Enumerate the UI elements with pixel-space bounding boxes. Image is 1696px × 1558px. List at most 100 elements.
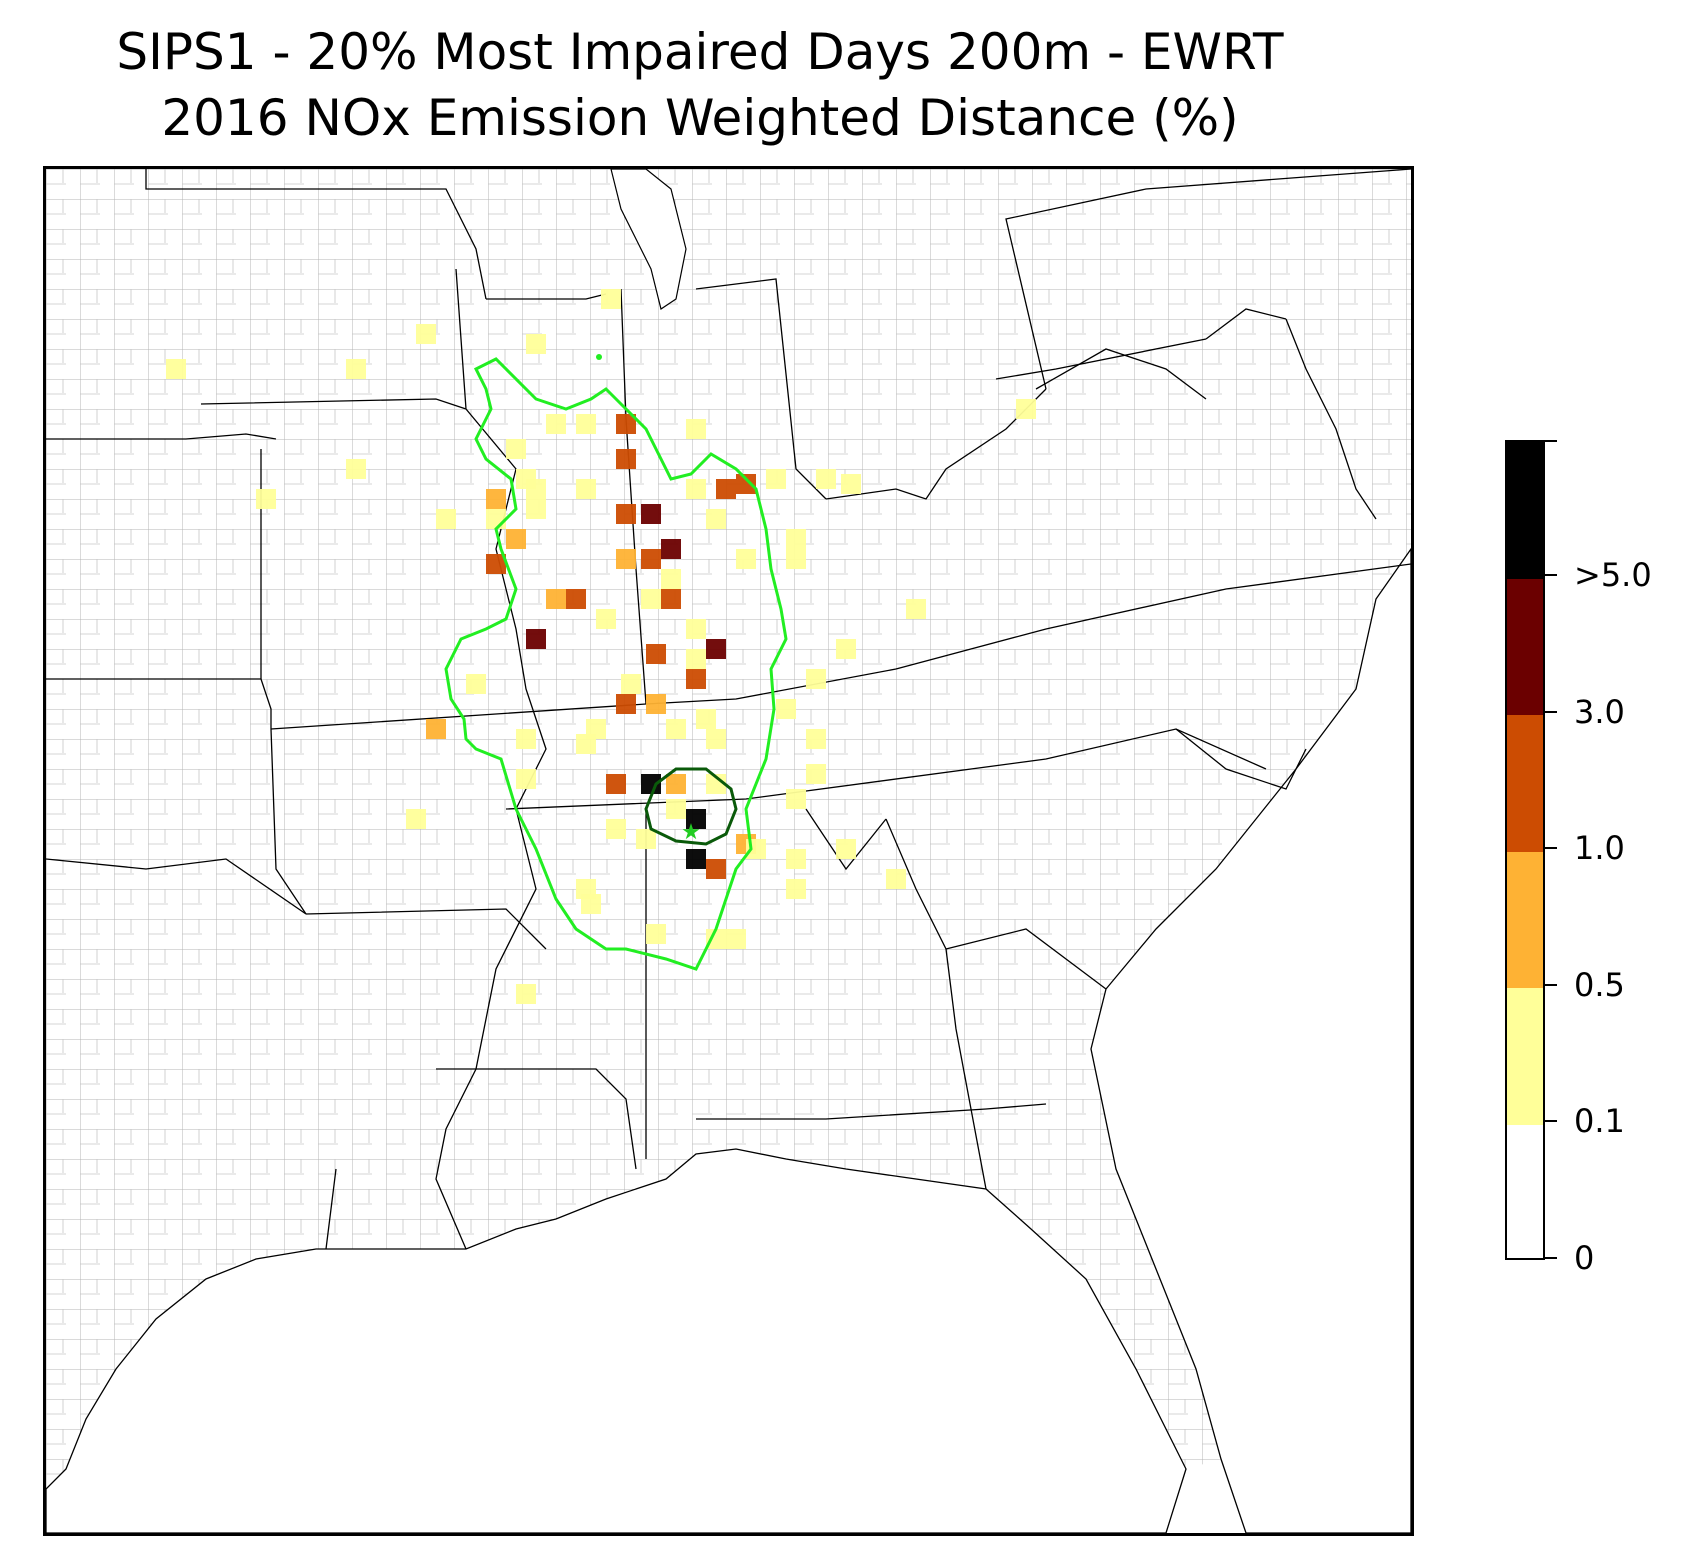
emission-cell [616, 694, 636, 714]
emission-cell [641, 504, 661, 524]
emission-cell [576, 479, 596, 499]
emission-cell [836, 839, 856, 859]
emission-cell [616, 449, 636, 469]
emission-cell [686, 669, 706, 689]
emission-cell [686, 419, 706, 439]
emission-cell [706, 774, 726, 794]
emission-cell [486, 489, 506, 509]
emission-cell [436, 509, 456, 529]
emission-cell [686, 619, 706, 639]
emission-cell [906, 599, 926, 619]
emission-cell [641, 549, 661, 569]
emission-cell [786, 529, 806, 549]
emission-cell [596, 609, 616, 629]
emission-cell [606, 774, 626, 794]
emission-cells [166, 289, 1036, 1004]
state-boundaries [46, 169, 1411, 1250]
colorbar-tick [1545, 440, 1557, 442]
map-panel: ★ [43, 166, 1414, 1536]
title-line-2: 2016 NOx Emission Weighted Distance (%) [161, 89, 1239, 147]
emission-cell [506, 529, 526, 549]
emission-cell [706, 729, 726, 749]
emission-cell [841, 474, 861, 494]
emission-cell [646, 644, 666, 664]
emission-cell [806, 729, 826, 749]
colorbar-tick [1545, 1120, 1557, 1122]
colorbar-label-3-0: 3.0 [1574, 693, 1625, 731]
emission-cell [486, 554, 506, 574]
emission-cell [666, 799, 686, 819]
colorbar [1505, 440, 1545, 1260]
emission-cell [646, 694, 666, 714]
emission-cell [576, 414, 596, 434]
emission-cell [786, 549, 806, 569]
emission-cell [636, 829, 656, 849]
emission-cell [686, 649, 706, 669]
emission-cell [516, 984, 536, 1004]
emission-cell [816, 469, 836, 489]
emission-cell [526, 334, 546, 354]
emission-cell [526, 629, 546, 649]
emission-cell [661, 589, 681, 609]
emission-cell [716, 479, 736, 499]
emission-cell [546, 414, 566, 434]
emission-cell [666, 774, 686, 794]
emission-cell [836, 639, 856, 659]
emission-cell [416, 324, 436, 344]
colorbar-tick [1545, 984, 1557, 986]
emission-cell [736, 474, 756, 494]
colorbar-tick [1545, 1257, 1557, 1259]
emission-cell [346, 359, 366, 379]
source-dot [596, 354, 602, 360]
gulf-of-mexico [46, 1148, 1187, 1533]
emission-cell [426, 719, 446, 739]
emission-cell [646, 924, 666, 944]
colorbar-bin-5 [1507, 442, 1543, 579]
colorbar-label-0-5: 0.5 [1574, 966, 1625, 1004]
emission-cell [806, 669, 826, 689]
emission-cell [696, 709, 716, 729]
emission-cell [616, 414, 636, 434]
emission-cell [886, 869, 906, 889]
star-icon: ★ [681, 820, 701, 845]
colorbar-bin-2 [1507, 852, 1543, 988]
emission-cell [786, 879, 806, 899]
title-line-1: SIPS1 - 20% Most Impaired Days 200m - EW… [116, 23, 1284, 81]
emission-cell [706, 929, 726, 949]
emission-cell [526, 499, 546, 519]
emission-cell [546, 589, 566, 609]
emission-cell [581, 894, 601, 914]
emission-cell [686, 849, 706, 869]
emission-cell [706, 639, 726, 659]
emission-cell [516, 469, 536, 489]
emission-cell [661, 539, 681, 559]
inner-contour [644, 767, 738, 846]
colorbar-label-0-1: 0.1 [1574, 1102, 1625, 1140]
emission-cell [726, 929, 746, 949]
atlantic-ocean [1090, 547, 1411, 1533]
colorbar-bin-4 [1507, 579, 1543, 715]
emission-cell [786, 789, 806, 809]
emission-cell [486, 509, 506, 529]
emission-cell [786, 849, 806, 869]
emission-cell [806, 764, 826, 784]
emission-cell [346, 459, 366, 479]
outer-contour [444, 357, 788, 971]
emission-cell [736, 549, 756, 569]
emission-cell [616, 549, 636, 569]
emission-cell [621, 674, 641, 694]
emission-cell [506, 439, 526, 459]
emission-cell [566, 589, 586, 609]
emission-cell [616, 504, 636, 524]
colorbar-tick [1545, 847, 1557, 849]
emission-cell [641, 774, 661, 794]
emission-cell [766, 469, 786, 489]
colorbar-bin-3 [1507, 715, 1543, 852]
colorbar-label-0: 0 [1574, 1239, 1595, 1277]
colorbar-tick [1545, 574, 1557, 576]
colorbar-bin-0 [1507, 1125, 1543, 1258]
emission-cell [661, 569, 681, 589]
emission-cell [576, 734, 596, 754]
emission-cell [516, 769, 536, 789]
emission-cell [666, 719, 686, 739]
